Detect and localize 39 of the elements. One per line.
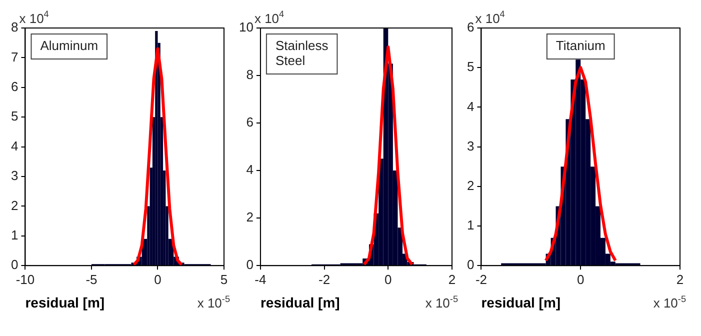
x-axis-title: residual [m] <box>481 294 561 310</box>
y-tick-label: 8 <box>10 20 18 35</box>
y-tick-label: 4 <box>10 138 18 154</box>
y-tick-label: 4 <box>246 162 254 178</box>
x-tick-label: 5 <box>220 272 228 287</box>
x-axis-title: residual [m] <box>260 294 340 310</box>
x-tick-label: 2 <box>448 272 456 287</box>
y-tick-label: 3 <box>466 138 474 154</box>
y-tick-label: 3 <box>10 168 18 184</box>
x-tick-label: -10 <box>16 272 35 287</box>
y-tick-label: 1 <box>466 218 474 233</box>
y-tick-label: 6 <box>10 78 18 94</box>
x-tick-label: 0 <box>384 272 392 287</box>
x-tick-label: -5 <box>86 272 98 287</box>
y-tick-label: 8 <box>246 67 254 82</box>
y-tick-label: 0 <box>246 257 254 272</box>
y-tick-label: 6 <box>466 20 474 35</box>
y-tick-label: 10 <box>238 20 254 35</box>
text: Titanium <box>556 38 606 54</box>
y-tick-label: 4 <box>466 98 474 114</box>
x-tick-label: 0 <box>154 272 162 287</box>
y-tick-label: 0 <box>10 257 18 272</box>
text: Stainless Steel <box>275 38 329 68</box>
y-tick-label: 7 <box>10 49 18 64</box>
x-axis-title: residual [m] <box>25 294 105 310</box>
y-tick-label: 2 <box>10 198 18 213</box>
y-tick-label: 6 <box>246 114 254 130</box>
y-tick-label: 2 <box>466 178 474 193</box>
y-tick-label: 0 <box>466 257 474 272</box>
y-tick-label: 5 <box>466 59 474 74</box>
y-tick-label: 5 <box>10 108 18 124</box>
x-tick-label: -2 <box>475 272 488 287</box>
x-tick-label: -4 <box>254 272 266 287</box>
x-tick-label: -2 <box>318 272 330 287</box>
x-tick-label: 2 <box>676 272 684 287</box>
x-tick-label: 0 <box>577 272 584 287</box>
text: Aluminum <box>40 38 98 54</box>
y-tick-label: 2 <box>246 210 254 225</box>
y-tick-label: 1 <box>10 227 18 242</box>
